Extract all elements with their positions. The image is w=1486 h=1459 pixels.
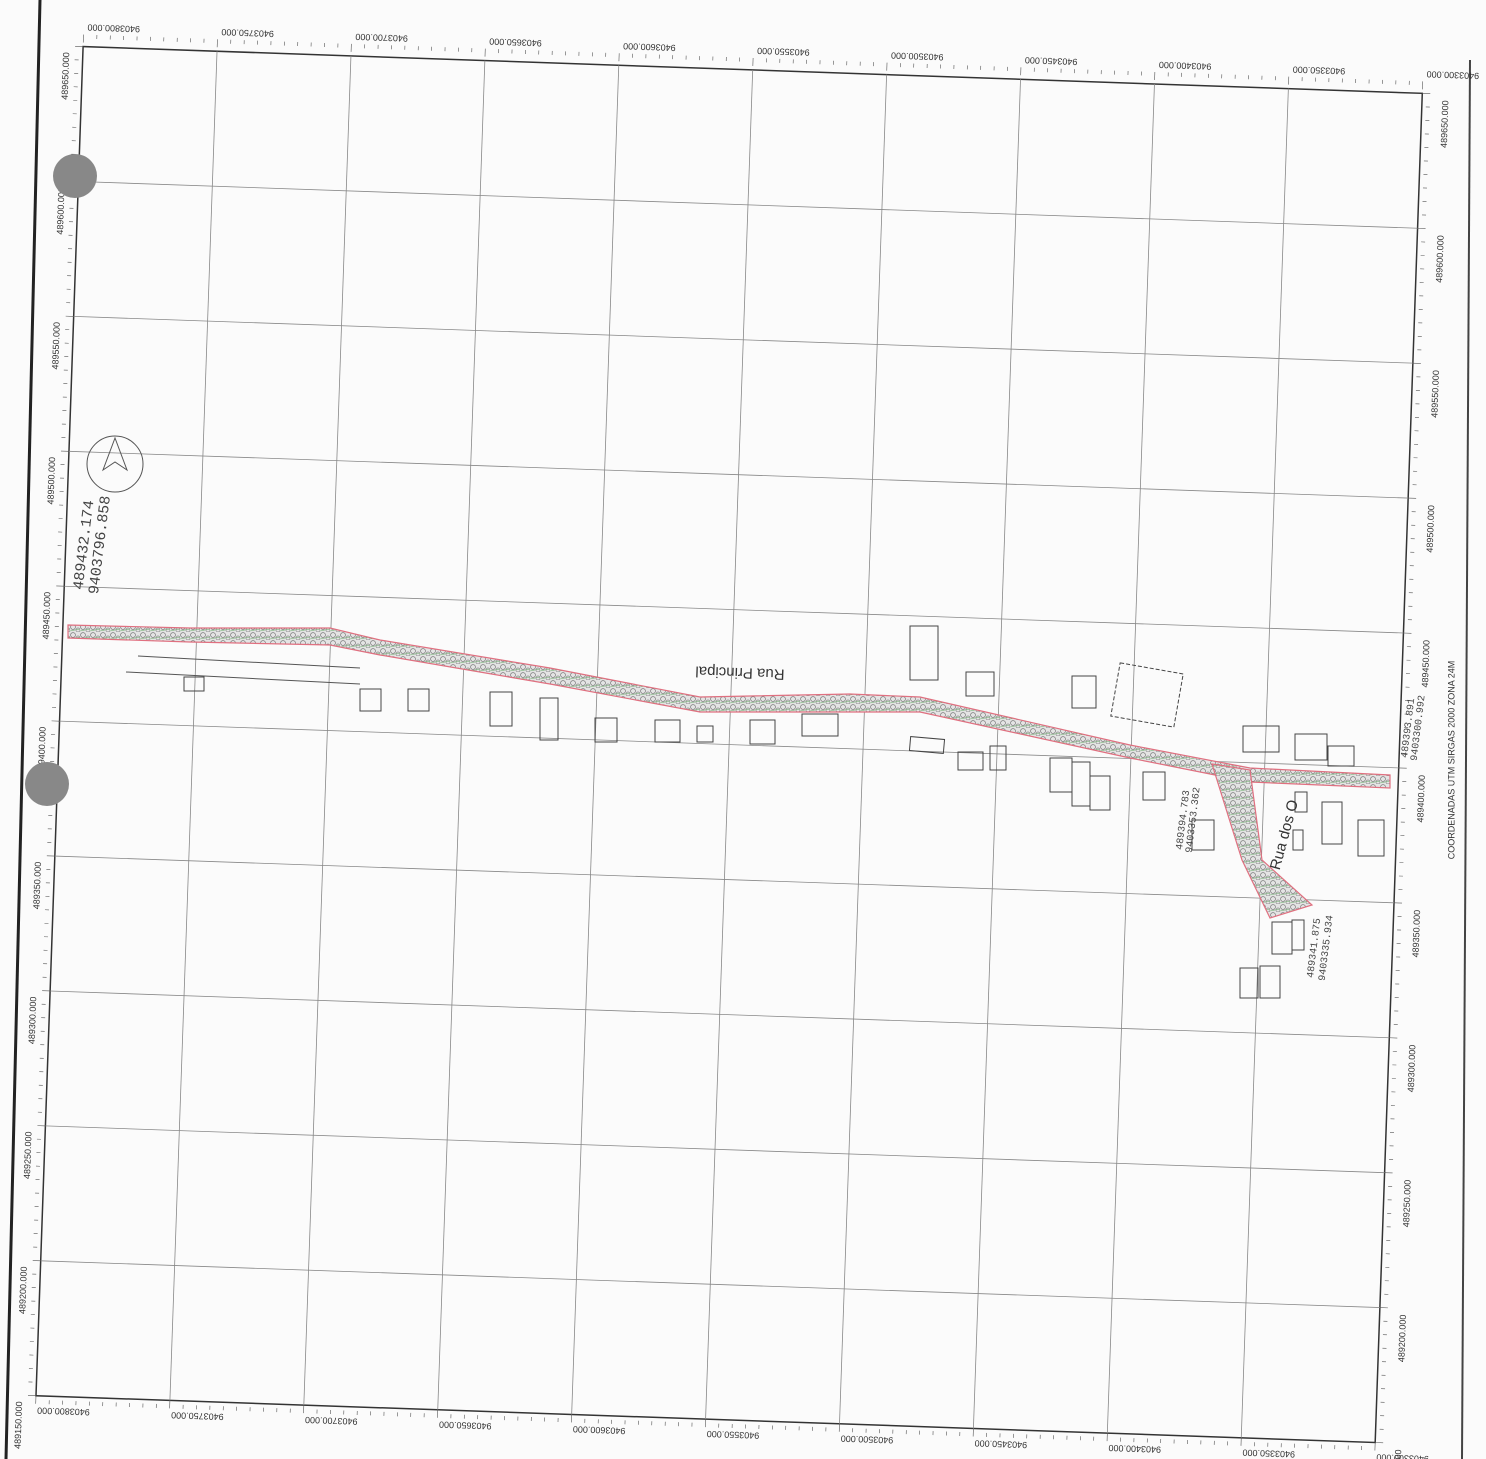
punch-hole [25, 762, 69, 806]
grid-line [839, 74, 888, 1424]
right-label: 489150.000 [1392, 1449, 1404, 1459]
top-label: 9403600.000 [623, 41, 676, 53]
left-label: 489450.000 [41, 592, 53, 640]
left-label: 489250.000 [22, 1131, 34, 1179]
road-edge [137, 655, 361, 669]
right-label: 489600.000 [1434, 235, 1446, 283]
left-label: 489200.000 [17, 1266, 29, 1314]
bottom-label: 9403700.000 [305, 1415, 358, 1427]
grid-line [54, 855, 1395, 904]
right-label: 489250.000 [1401, 1180, 1413, 1228]
north-arrow [86, 435, 144, 493]
bottom-label: 9403500.000 [841, 1433, 894, 1445]
bottom-label: 9403600.000 [573, 1424, 626, 1436]
top-label: 9403700.000 [355, 32, 408, 44]
street-name: Rua Principal [695, 662, 785, 682]
right-label: 489550.000 [1429, 370, 1441, 418]
bottom-label: 9403400.000 [1108, 1443, 1161, 1455]
page-edge [4, 0, 42, 1459]
road-edge [125, 671, 361, 685]
right-label: 489300.000 [1406, 1045, 1418, 1093]
left-label: 489650.000 [60, 52, 72, 100]
left-label: 489350.000 [31, 862, 43, 910]
right-label: 489200.000 [1396, 1314, 1408, 1362]
road [67, 624, 1391, 789]
top-label: 9403350.000 [1293, 64, 1346, 76]
left-label: 489150.000 [12, 1401, 24, 1449]
left-label: 489300.000 [27, 996, 39, 1044]
top-label: 9403550.000 [757, 46, 810, 58]
grid-line [45, 1125, 1385, 1174]
top-label: 9403750.000 [221, 27, 274, 39]
top-label: 9403650.000 [489, 36, 542, 48]
left-label: 489600.000 [55, 187, 67, 235]
bottom-label: 9403650.000 [439, 1419, 492, 1431]
punch-hole [53, 154, 97, 198]
page-edge [1461, 59, 1471, 1459]
datum: COORDENADAS UTM SIRGAS 2000 ZONA 24M [1446, 661, 1456, 860]
grid-line [40, 1260, 1380, 1308]
left-label: 489550.000 [50, 322, 62, 370]
right-label: 489350.000 [1411, 910, 1423, 958]
right-label: 489500.000 [1425, 505, 1437, 553]
street-name: Rua dos O [1267, 798, 1302, 872]
grid-line [1240, 88, 1289, 1438]
top-label: 9403450.000 [1025, 55, 1078, 67]
grid-line [973, 79, 1021, 1429]
grid: 9403800.000 9403750.000 9403700.000 9403650… [12, 22, 1480, 1459]
buildings [183, 625, 1385, 999]
top-label: 9403400.000 [1159, 60, 1212, 72]
right-label: 489400.000 [1415, 775, 1427, 823]
bottom-label: 9403750.000 [171, 1410, 224, 1422]
left-label: 489500.000 [45, 457, 57, 505]
bottom-label: 9403300.000 [1376, 1452, 1429, 1459]
bottom-label: 9403350.000 [1242, 1448, 1295, 1459]
grid-line [50, 990, 1390, 1039]
right-label: 489650.000 [1439, 100, 1451, 148]
left-label: 489400.000 [36, 727, 48, 775]
bottom-label: 9403550.000 [707, 1429, 760, 1441]
top-label: 9403300.000 [1427, 69, 1480, 81]
right-label: 489450.000 [1420, 640, 1432, 688]
top-label: 9403800.000 [87, 22, 140, 34]
bottom-label: 9403800.000 [37, 1405, 90, 1417]
road-branch [1211, 763, 1314, 919]
top-label: 9403500.000 [891, 50, 944, 62]
bottom-label: 9403450.000 [974, 1438, 1027, 1450]
